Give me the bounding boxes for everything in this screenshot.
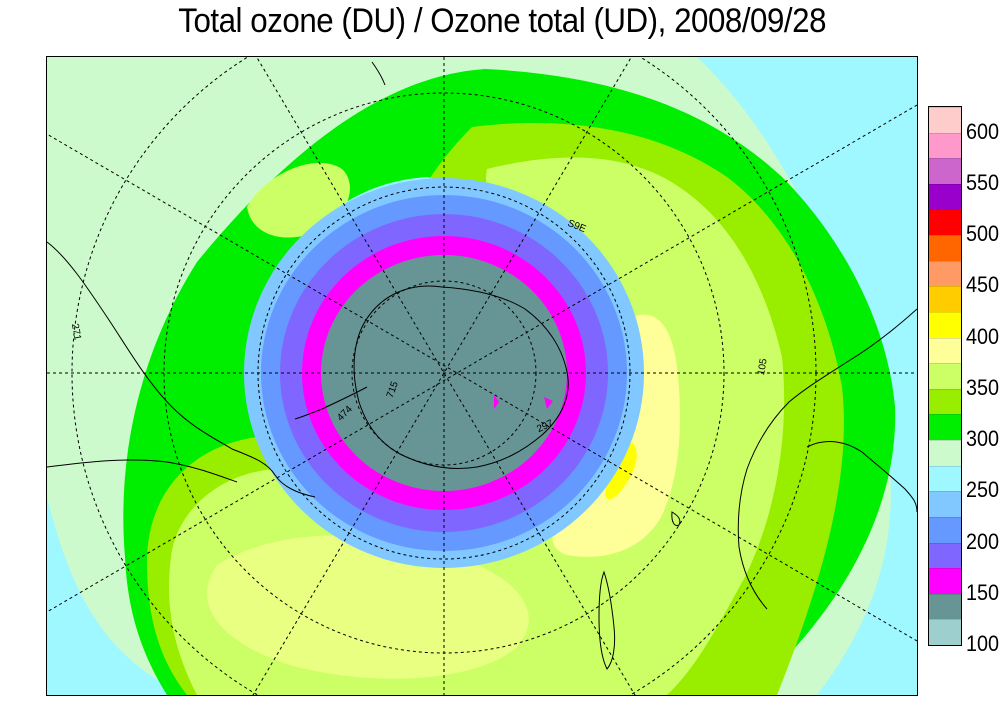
coastlines: [47, 61, 917, 670]
legend-swatch: [929, 183, 961, 210]
legend-tick-label: 500: [966, 221, 1000, 247]
legend-swatch: [929, 337, 961, 364]
legend-swatch: [929, 516, 961, 543]
legend-tick-label: 150: [966, 579, 1000, 605]
legend-tick-label: 550: [966, 169, 1000, 195]
legend-tick-label: 350: [966, 374, 1000, 400]
legend-swatch: [929, 158, 961, 184]
legend-swatch: [929, 568, 961, 594]
legend-swatch: [929, 311, 961, 338]
legend-swatch: [929, 132, 961, 159]
kerguelen-outline: [671, 511, 681, 526]
ozone-map: S9E 271 105 474 297 715: [46, 56, 918, 696]
legend-tick-label: 200: [966, 528, 1000, 554]
south-america-inland-boundary: [47, 459, 238, 483]
africa-coastline: [737, 308, 917, 610]
legend-swatch: [929, 235, 961, 261]
legend-swatch: [929, 440, 961, 466]
legend-tick-label: 300: [966, 426, 1000, 452]
legend-swatch: [929, 363, 961, 389]
polar-marker-b: [544, 397, 553, 409]
ozone-band-375-400-sw-patch: [206, 535, 529, 679]
south-georgia-outline: [371, 61, 386, 86]
polar-marker-a: [494, 395, 499, 409]
madagascar-outline: [598, 570, 616, 670]
legend-swatch: [929, 465, 961, 492]
station-label-271: 271: [68, 322, 83, 342]
antarctica-coastline: [353, 285, 569, 469]
legend-swatch: [929, 107, 961, 133]
legend-swatch: [929, 593, 961, 620]
legend-tick-label: 100: [966, 631, 1000, 656]
legend-swatch: [929, 286, 961, 312]
legend-tick-label: 400: [966, 323, 1000, 349]
legend-swatch: [929, 491, 961, 517]
ozone-band-400-425: [605, 442, 637, 500]
legend-tick-label: 250: [966, 477, 1000, 503]
longitude-line-6: [252, 57, 632, 695]
africa-east-coast: [806, 441, 917, 513]
longitude-line-5: [256, 57, 636, 695]
longitude-lines: [47, 57, 917, 695]
legend-swatch: [929, 414, 961, 441]
legend-swatch: [929, 209, 961, 236]
legend-tick-label: 450: [966, 272, 1000, 298]
legend-swatch: [929, 542, 961, 569]
page-title: Total ozone (DU) / Ozone total (UD), 200…: [178, 2, 827, 40]
legend-swatch: [929, 619, 961, 645]
ozone-map-svg: [47, 57, 917, 695]
legend-swatch: [929, 388, 961, 415]
antarctic-peninsula-coastline: [294, 386, 368, 420]
south-america-coastline: [47, 241, 316, 498]
legend-swatch: [929, 260, 961, 287]
legend-colorbar: [928, 106, 962, 646]
legend-tick-label: 600: [966, 118, 1000, 144]
